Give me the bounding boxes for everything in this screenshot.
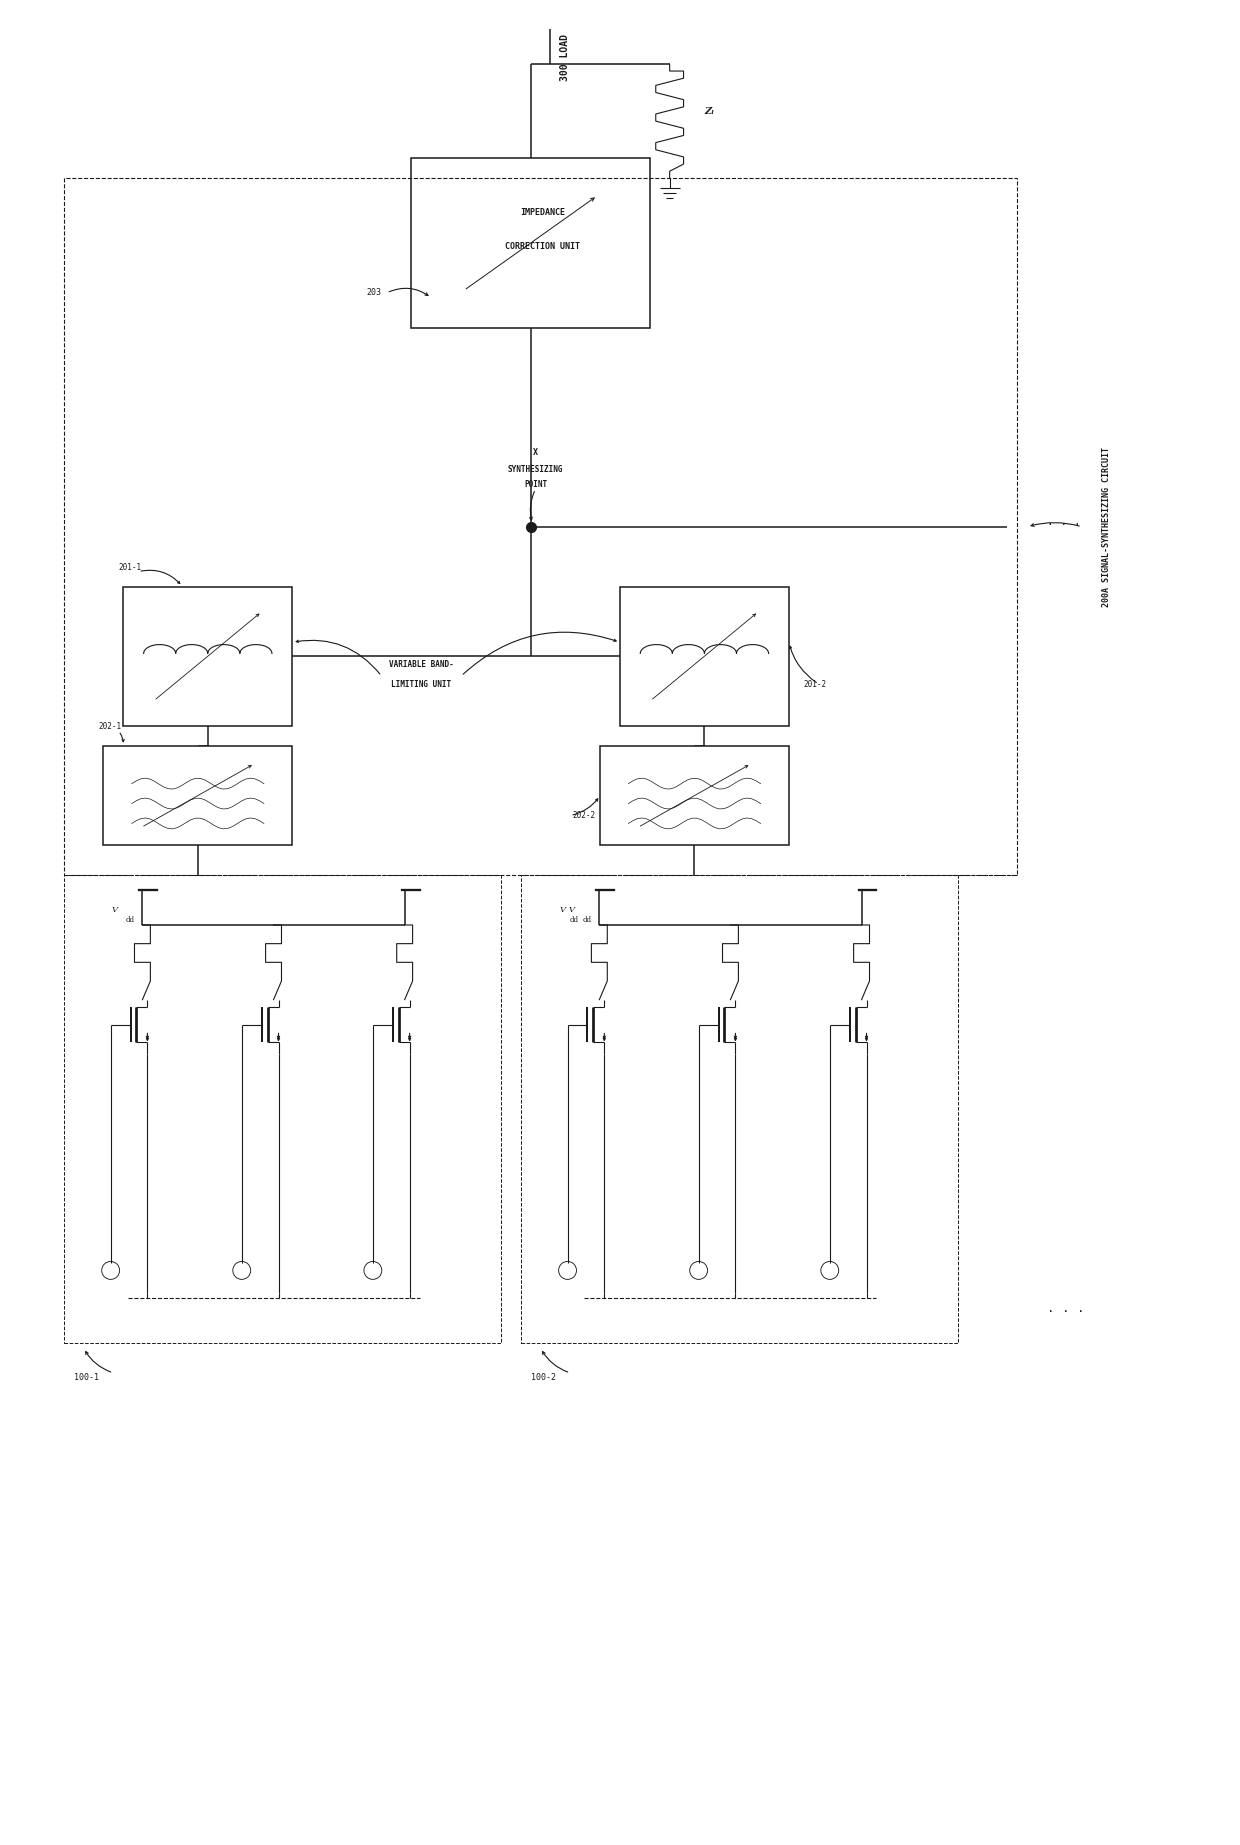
Text: X: X	[533, 448, 538, 456]
Text: 202-2: 202-2	[572, 812, 595, 819]
Text: V: V	[568, 906, 574, 913]
Text: V: V	[112, 906, 118, 913]
Text: VARIABLE BAND-: VARIABLE BAND-	[389, 661, 454, 668]
Text: . . .: . . .	[1047, 517, 1081, 528]
Text: 200A SIGNAL-SYNTHESIZING CIRCUIT: 200A SIGNAL-SYNTHESIZING CIRCUIT	[1102, 446, 1111, 607]
Text: IMPEDANCE: IMPEDANCE	[520, 208, 565, 218]
Text: 202-1: 202-1	[98, 721, 122, 731]
Text: CORRECTION UNIT: CORRECTION UNIT	[505, 242, 580, 251]
Text: Zₗ: Zₗ	[704, 107, 714, 116]
Bar	[63, 875, 501, 1343]
Text: 201-1: 201-1	[118, 563, 141, 572]
Text: 201-2: 201-2	[804, 679, 827, 688]
Text: V: V	[559, 906, 565, 913]
Bar	[521, 875, 957, 1343]
Text: 100-2: 100-2	[531, 1373, 556, 1382]
Text: dd: dd	[569, 915, 578, 924]
Text: 100-1: 100-1	[73, 1373, 99, 1382]
Text: . . .: . . .	[1047, 1303, 1085, 1315]
Bar	[103, 745, 293, 845]
Text: 203: 203	[367, 288, 382, 297]
Text: 300 LOAD: 300 LOAD	[560, 33, 570, 81]
Text: dd: dd	[125, 915, 134, 924]
Bar	[63, 179, 1017, 875]
Bar	[412, 159, 650, 328]
Text: SYNTHESIZING: SYNTHESIZING	[508, 465, 563, 474]
Bar	[600, 745, 789, 845]
Text: POINT: POINT	[525, 480, 547, 489]
Bar	[123, 587, 293, 725]
Bar	[620, 587, 789, 725]
Text: dd: dd	[583, 915, 591, 924]
Text: LIMITING UNIT: LIMITING UNIT	[392, 679, 451, 688]
